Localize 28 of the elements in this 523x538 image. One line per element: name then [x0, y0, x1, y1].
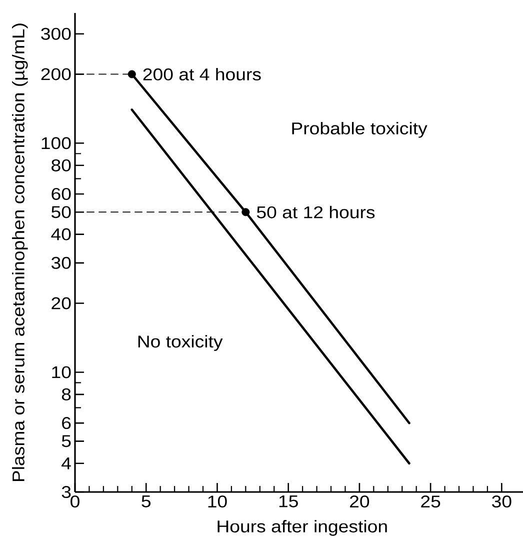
- y-tick-label: 60: [52, 188, 71, 200]
- y-tick-label: 30: [51, 256, 71, 269]
- y-tick-label: 8: [62, 388, 71, 400]
- y-tick-label: 20: [52, 297, 71, 310]
- y-tick-label: 5: [62, 435, 71, 448]
- x-tick-label: 20: [350, 496, 370, 508]
- y-tick-label: 6: [62, 417, 71, 430]
- y-tick-label: 100: [42, 137, 71, 150]
- annotation: No toxicity: [138, 335, 223, 351]
- x-tick-label: 25: [421, 496, 440, 508]
- x-tick-label: 15: [279, 496, 298, 508]
- y-tick-label: 40: [51, 228, 71, 240]
- x-tick-label: 30: [492, 496, 512, 508]
- x-tick-label: 0: [70, 496, 80, 508]
- y-tick-label: 10: [52, 366, 71, 378]
- annotation: 200 at 4 hours: [143, 68, 261, 80]
- y-tick-label: 80: [52, 159, 71, 172]
- y-tick-label: 200: [41, 68, 71, 80]
- y-tick-label: 4: [62, 458, 71, 470]
- y-tick-label: 300: [41, 28, 71, 40]
- x-axis-title: Hours after ingestion: [218, 520, 387, 536]
- y-tick-label: 50: [52, 206, 71, 218]
- x-tick-label: 5: [142, 496, 151, 508]
- x-tick-label: 10: [208, 496, 227, 508]
- y-axis-title: Plasma or serum acetaminophen concentration (µg/mL): [12, 24, 28, 482]
- annotation: Probable toxicity: [292, 122, 428, 138]
- y-tick-label: 3: [62, 486, 71, 498]
- annotation: 50 at 12 hours: [256, 206, 375, 218]
